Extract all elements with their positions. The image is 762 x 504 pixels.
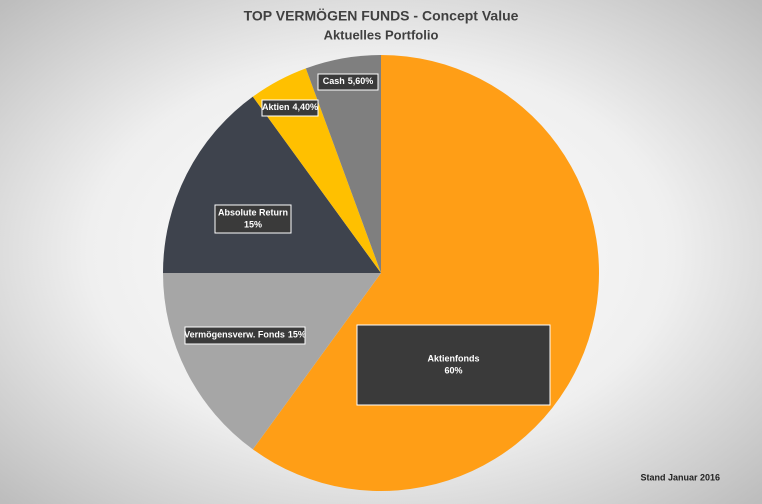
label-box: [184, 326, 306, 345]
label-box: [356, 324, 551, 406]
chart-subtitle: Aktuelles Portfolio: [324, 27, 439, 42]
label-box: [317, 73, 379, 91]
category-label: Absolute Return: [218, 207, 288, 217]
category-label: Aktien: [262, 102, 290, 112]
value-label: 60%: [444, 365, 462, 375]
value-label: 15%: [288, 330, 306, 340]
value-label: 4,40%: [292, 102, 318, 112]
slice-label: Vermögensverw. Fonds 15%: [184, 330, 306, 340]
chart-title: TOP VERMÖGEN FUNDS - Concept Value: [244, 8, 519, 24]
value-label: 15%: [244, 219, 262, 229]
pie-slice: [252, 68, 381, 273]
pie: [163, 55, 600, 491]
category-label: Vermögensverw. Fonds: [184, 330, 285, 340]
note: Stand Januar 2016: [640, 472, 720, 482]
category-label: Cash: [323, 76, 345, 86]
slice-label: Cash 5,60%: [323, 76, 374, 86]
category-label: Aktienfonds: [427, 353, 479, 363]
label-box: [214, 204, 292, 234]
label-box: [261, 99, 319, 117]
pie-slice: [163, 273, 381, 450]
slice-label: Aktien 4,40%: [262, 102, 318, 112]
value-label: 5,60%: [348, 76, 374, 86]
pie-slice: [305, 55, 381, 273]
